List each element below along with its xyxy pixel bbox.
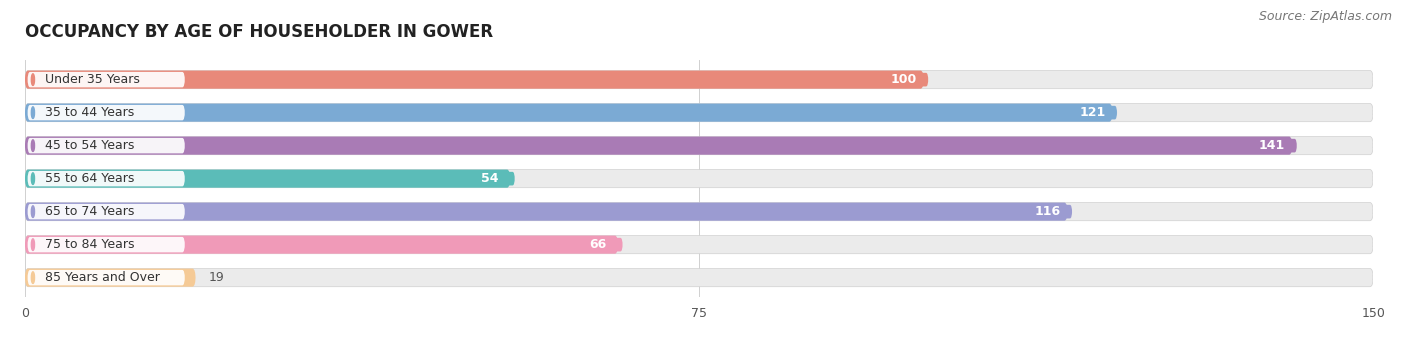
Text: 19: 19: [209, 271, 225, 284]
Text: 45 to 54 Years: 45 to 54 Years: [45, 139, 134, 152]
Text: OCCUPANCY BY AGE OF HOUSEHOLDER IN GOWER: OCCUPANCY BY AGE OF HOUSEHOLDER IN GOWER: [25, 23, 494, 41]
Circle shape: [31, 239, 35, 250]
FancyBboxPatch shape: [25, 104, 1112, 122]
FancyBboxPatch shape: [25, 203, 1374, 221]
Text: 54: 54: [481, 172, 499, 185]
FancyBboxPatch shape: [25, 71, 924, 89]
Circle shape: [31, 272, 35, 283]
FancyBboxPatch shape: [1247, 139, 1296, 152]
Circle shape: [31, 140, 35, 151]
FancyBboxPatch shape: [28, 138, 184, 153]
Text: 65 to 74 Years: 65 to 74 Years: [45, 205, 134, 218]
FancyBboxPatch shape: [574, 238, 623, 251]
Text: Under 35 Years: Under 35 Years: [45, 73, 139, 86]
Text: 116: 116: [1035, 205, 1060, 218]
FancyBboxPatch shape: [879, 73, 928, 87]
FancyBboxPatch shape: [25, 136, 1374, 155]
Text: 100: 100: [890, 73, 917, 86]
Text: 75 to 84 Years: 75 to 84 Years: [45, 238, 134, 251]
FancyBboxPatch shape: [25, 169, 1374, 188]
Circle shape: [31, 173, 35, 184]
FancyBboxPatch shape: [25, 104, 1374, 122]
Text: 66: 66: [589, 238, 606, 251]
FancyBboxPatch shape: [25, 269, 1374, 287]
Text: 85 Years and Over: 85 Years and Over: [45, 271, 159, 284]
FancyBboxPatch shape: [25, 236, 1374, 254]
FancyBboxPatch shape: [28, 72, 184, 87]
Text: 55 to 64 Years: 55 to 64 Years: [45, 172, 134, 185]
Circle shape: [31, 206, 35, 218]
Text: 121: 121: [1080, 106, 1105, 119]
FancyBboxPatch shape: [25, 236, 619, 254]
Text: 35 to 44 Years: 35 to 44 Years: [45, 106, 134, 119]
FancyBboxPatch shape: [28, 204, 184, 219]
FancyBboxPatch shape: [28, 105, 184, 120]
FancyBboxPatch shape: [28, 237, 184, 252]
FancyBboxPatch shape: [1067, 106, 1116, 119]
FancyBboxPatch shape: [1022, 205, 1073, 219]
FancyBboxPatch shape: [28, 171, 184, 186]
FancyBboxPatch shape: [28, 270, 184, 285]
FancyBboxPatch shape: [25, 203, 1067, 221]
Circle shape: [31, 107, 35, 118]
Text: Source: ZipAtlas.com: Source: ZipAtlas.com: [1258, 10, 1392, 23]
Circle shape: [31, 74, 35, 86]
FancyBboxPatch shape: [25, 71, 1374, 89]
FancyBboxPatch shape: [25, 136, 1292, 155]
FancyBboxPatch shape: [25, 169, 510, 188]
FancyBboxPatch shape: [25, 269, 195, 287]
FancyBboxPatch shape: [465, 172, 515, 186]
Text: 141: 141: [1258, 139, 1285, 152]
